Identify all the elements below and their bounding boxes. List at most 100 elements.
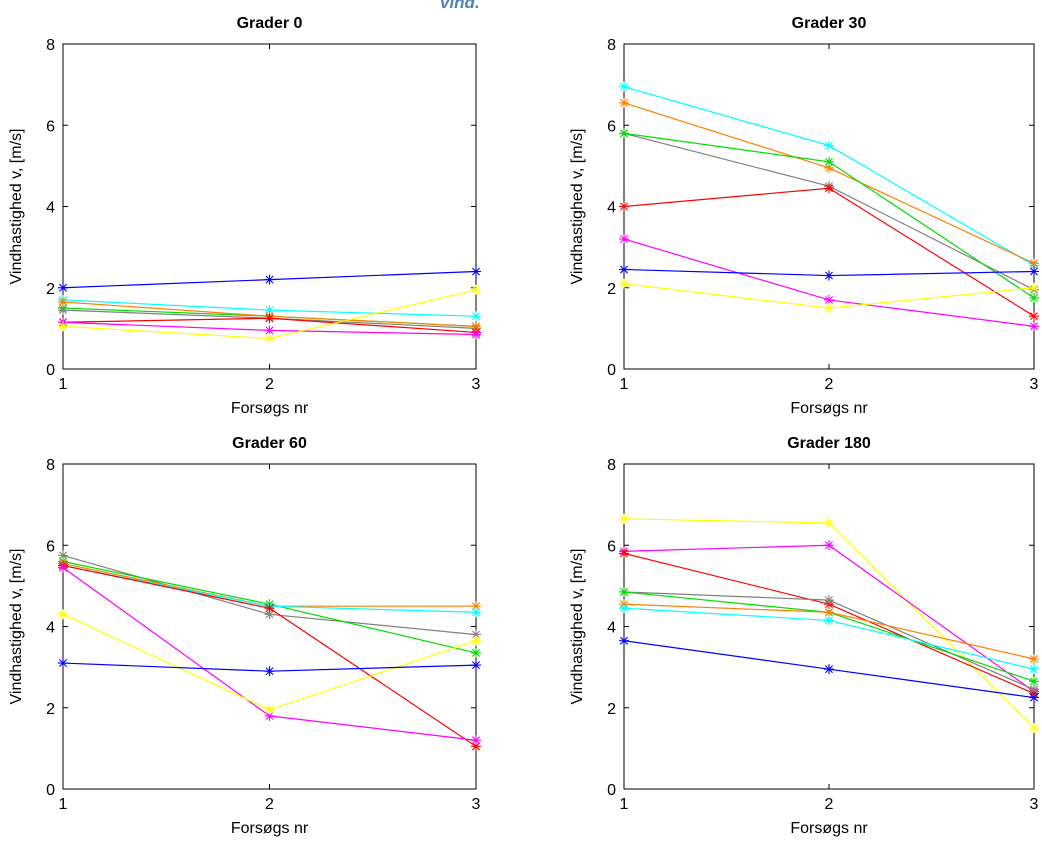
data-point-marker — [619, 548, 629, 559]
marker-stroke — [1030, 693, 1038, 702]
marker-stroke — [265, 705, 274, 714]
partial-header-text: vind. — [440, 0, 480, 12]
x-tick-label: 1 — [620, 796, 629, 813]
data-point-marker — [471, 735, 481, 746]
y-tick-label: 4 — [46, 620, 55, 637]
marker-stroke — [620, 279, 628, 288]
data-point-marker — [471, 601, 481, 612]
marker-stroke — [620, 604, 628, 613]
marker-stroke — [472, 312, 480, 321]
data-point-marker — [58, 296, 68, 307]
marker-stroke — [825, 665, 833, 674]
x-tick-label: 1 — [59, 376, 68, 393]
marker-stroke — [825, 295, 833, 304]
marker-stroke — [472, 736, 480, 745]
y-tick-label: 8 — [607, 457, 616, 474]
marker-stroke — [620, 98, 628, 107]
data-point-marker — [58, 658, 68, 669]
chart-title: Grader 60 — [232, 435, 307, 452]
data-point-marker — [824, 303, 834, 314]
y-tick-label: 4 — [607, 200, 616, 217]
data-point-marker — [619, 586, 629, 597]
marker-stroke — [1030, 293, 1038, 302]
y-tick-label: 2 — [46, 701, 55, 718]
x-tick-label: 3 — [1030, 376, 1039, 393]
marker-stroke — [59, 306, 67, 315]
marker-stroke — [620, 514, 628, 523]
data-point-marker — [1029, 321, 1039, 332]
marker-stroke — [620, 82, 628, 91]
x-tick-label: 2 — [265, 796, 274, 813]
y-tick-label: 6 — [46, 118, 55, 135]
y-tick-label: 0 — [46, 362, 55, 379]
data-point-marker — [619, 201, 629, 212]
marker-stroke — [825, 541, 833, 550]
data-point-marker — [58, 562, 68, 573]
marker-stroke — [1030, 685, 1038, 694]
y-tick-label: 2 — [607, 701, 616, 718]
y-tick-label: 0 — [607, 362, 616, 379]
data-point-marker — [1029, 292, 1039, 303]
y-tick-label: 6 — [46, 538, 55, 555]
data-point-marker — [1029, 282, 1039, 293]
plot-area — [623, 43, 1035, 370]
x-tick-label: 1 — [620, 376, 629, 393]
data-point-marker — [824, 156, 834, 167]
data-point-marker — [619, 264, 629, 275]
marker-stroke — [825, 616, 833, 625]
data-point-marker — [264, 666, 275, 677]
y-tick-label: 2 — [46, 281, 55, 298]
chart-title: Grader 0 — [237, 15, 303, 32]
marker-stroke — [825, 608, 833, 617]
marker-stroke — [472, 648, 480, 657]
marker-stroke — [620, 235, 628, 243]
marker-stroke — [265, 604, 274, 613]
marker-stroke — [825, 184, 833, 193]
marker-stroke — [1030, 655, 1038, 663]
marker-stroke — [59, 297, 67, 306]
marker-stroke — [472, 330, 480, 339]
y-tick-label: 0 — [607, 782, 616, 799]
data-point-marker — [1029, 676, 1039, 687]
y-tick-label: 8 — [607, 37, 616, 54]
data-point-marker — [58, 282, 68, 293]
y-axis-label: Vindhastighed v, [m/s] — [569, 129, 586, 285]
plot-area — [62, 463, 477, 790]
data-point-marker — [471, 647, 481, 658]
data-point-marker — [58, 321, 68, 332]
marker-stroke — [265, 711, 274, 720]
marker-stroke — [472, 608, 480, 617]
y-tick-label: 2 — [607, 281, 616, 298]
data-point-marker — [471, 635, 481, 646]
data-point-marker — [264, 704, 275, 715]
marker-stroke — [472, 285, 480, 294]
data-point-marker — [824, 517, 834, 528]
data-point-marker — [471, 607, 481, 618]
data-point-marker — [58, 550, 68, 561]
marker-stroke — [620, 202, 628, 211]
data-point-marker — [824, 183, 834, 194]
data-point-marker — [471, 660, 481, 671]
y-tick-label: 4 — [46, 200, 55, 217]
y-tick-label: 6 — [607, 538, 616, 555]
x-tick-label: 3 — [472, 376, 481, 393]
data-point-marker — [824, 140, 834, 151]
data-point-marker — [1029, 723, 1039, 734]
plot-area — [623, 463, 1035, 790]
data-point-marker — [1029, 258, 1039, 269]
data-point-marker — [619, 513, 629, 524]
data-point-marker — [1029, 311, 1039, 322]
marker-stroke — [59, 322, 67, 331]
marker-stroke — [1030, 259, 1038, 268]
data-point-marker — [471, 329, 481, 340]
marker-stroke — [1030, 677, 1038, 686]
data-point-marker — [619, 97, 629, 108]
y-tick-label: 8 — [46, 457, 55, 474]
data-point-marker — [619, 278, 629, 289]
chart-panel-3: Grader 60 0 2 4 6 8 1 2 3 Forsøgs nr Vindhastighed… — [8, 435, 481, 837]
y-tick-label: 4 — [607, 620, 616, 637]
marker-stroke — [265, 306, 274, 315]
marker-stroke — [59, 610, 67, 619]
data-point-marker — [824, 664, 834, 675]
